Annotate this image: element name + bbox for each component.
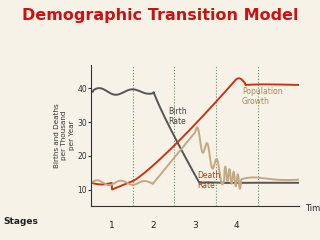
Text: Population
Growth: Population Growth	[242, 87, 283, 106]
Text: 4: 4	[234, 221, 240, 229]
Text: 3: 3	[192, 221, 198, 229]
Text: Time: Time	[306, 204, 320, 213]
Text: Birth
Rate: Birth Rate	[168, 107, 187, 126]
Text: Demographic Transition Model: Demographic Transition Model	[22, 8, 298, 24]
Text: Stages: Stages	[3, 217, 38, 227]
Y-axis label: Births and Deaths
per Thousand
per Year: Births and Deaths per Thousand per Year	[53, 103, 75, 168]
Text: 1: 1	[109, 221, 115, 229]
Text: Death
Rate: Death Rate	[197, 171, 220, 190]
Text: 2: 2	[151, 221, 156, 229]
